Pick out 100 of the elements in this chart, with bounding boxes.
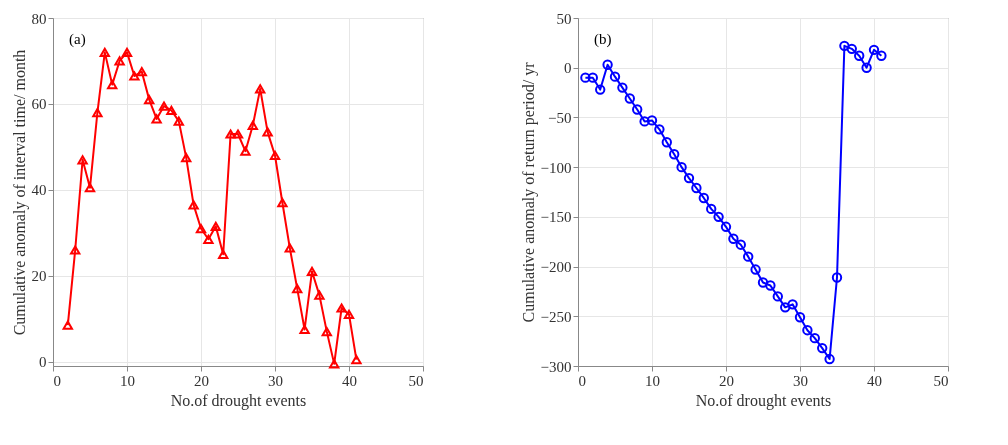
y-tick-label: −50	[548, 109, 572, 126]
y-tick-label: 20	[31, 268, 47, 285]
point	[195, 223, 207, 234]
point	[136, 67, 147, 77]
point	[683, 172, 695, 184]
point	[831, 272, 843, 283]
x-tick-label: 20	[719, 372, 734, 389]
point	[691, 182, 702, 194]
point	[706, 203, 717, 215]
y-tick-label: 0	[564, 60, 572, 77]
point	[306, 266, 318, 277]
point	[802, 325, 813, 336]
x-tick-label: 40	[867, 372, 882, 389]
point	[262, 127, 273, 137]
point	[314, 290, 325, 300]
x-axis-title: No.of drought events	[170, 391, 307, 410]
point	[181, 153, 192, 163]
x-tick-label: 0	[578, 372, 586, 389]
y-tick-label: −300	[540, 358, 572, 375]
y-tick-label: 60	[31, 96, 47, 113]
point	[284, 243, 295, 253]
point	[609, 71, 621, 82]
point	[151, 114, 162, 124]
point	[166, 105, 177, 115]
point	[676, 161, 687, 173]
point	[321, 327, 332, 337]
point	[780, 302, 791, 313]
x-tick-label: 50	[408, 372, 424, 389]
point	[336, 303, 347, 313]
x-tick-label: 10	[120, 372, 135, 389]
point	[735, 239, 746, 250]
point	[269, 150, 281, 161]
point	[351, 354, 362, 365]
point	[794, 312, 806, 323]
point	[743, 251, 754, 262]
x-axis-title: No.of drought events	[695, 391, 832, 410]
point	[129, 71, 140, 81]
point	[580, 72, 591, 83]
point	[247, 120, 258, 131]
x-tick-label: 20	[194, 372, 209, 389]
point	[173, 116, 184, 126]
point	[639, 116, 650, 127]
point	[728, 233, 739, 244]
point	[84, 183, 96, 193]
y-axis-title: Cumulative anomaly of interval time/ month	[10, 49, 29, 336]
point	[876, 50, 887, 61]
point	[854, 50, 865, 61]
point	[114, 56, 125, 66]
x-tick-label: 40	[342, 372, 357, 389]
point	[77, 155, 88, 165]
point	[240, 146, 251, 156]
annotation: (a)	[69, 31, 86, 48]
point	[654, 124, 665, 135]
point	[765, 280, 776, 291]
point	[624, 93, 635, 104]
x-tick-label: 50	[933, 372, 949, 389]
y-tick-label: 0	[39, 354, 47, 371]
point	[839, 40, 850, 52]
point	[868, 44, 880, 55]
point	[218, 249, 229, 259]
point	[817, 342, 828, 354]
point	[669, 149, 680, 160]
point	[329, 359, 340, 369]
point	[824, 353, 835, 365]
point	[720, 221, 732, 232]
y-tick-label: −200	[540, 259, 572, 276]
point	[232, 129, 244, 139]
x-tick-label: 10	[645, 372, 660, 389]
point	[225, 129, 236, 139]
point	[750, 264, 761, 275]
point	[809, 332, 820, 344]
point	[144, 95, 155, 105]
y-tick-label: −100	[540, 159, 572, 176]
point	[602, 59, 613, 70]
y-tick-label: −250	[540, 308, 572, 325]
point	[255, 84, 266, 94]
point	[188, 200, 199, 210]
y-tick-label: 50	[556, 10, 572, 27]
point	[210, 221, 221, 231]
point	[661, 137, 672, 148]
point	[698, 192, 709, 204]
point	[62, 320, 73, 330]
point	[99, 47, 110, 57]
y-tick-label: −150	[540, 209, 572, 226]
annotation: (b)	[594, 31, 612, 48]
point	[107, 79, 118, 90]
point	[617, 82, 628, 93]
x-tick-label: 0	[53, 372, 61, 389]
point	[277, 198, 288, 208]
point	[92, 107, 103, 118]
y-axis-title: Cumulative anomaly of return period/ yr	[519, 61, 538, 323]
point	[158, 101, 170, 111]
point	[203, 234, 214, 244]
point	[70, 245, 81, 255]
point	[757, 277, 769, 288]
point	[846, 43, 857, 54]
y-tick-label: 40	[31, 182, 47, 199]
y-tick-label: 80	[31, 10, 47, 27]
point	[772, 291, 783, 302]
point	[787, 299, 798, 310]
